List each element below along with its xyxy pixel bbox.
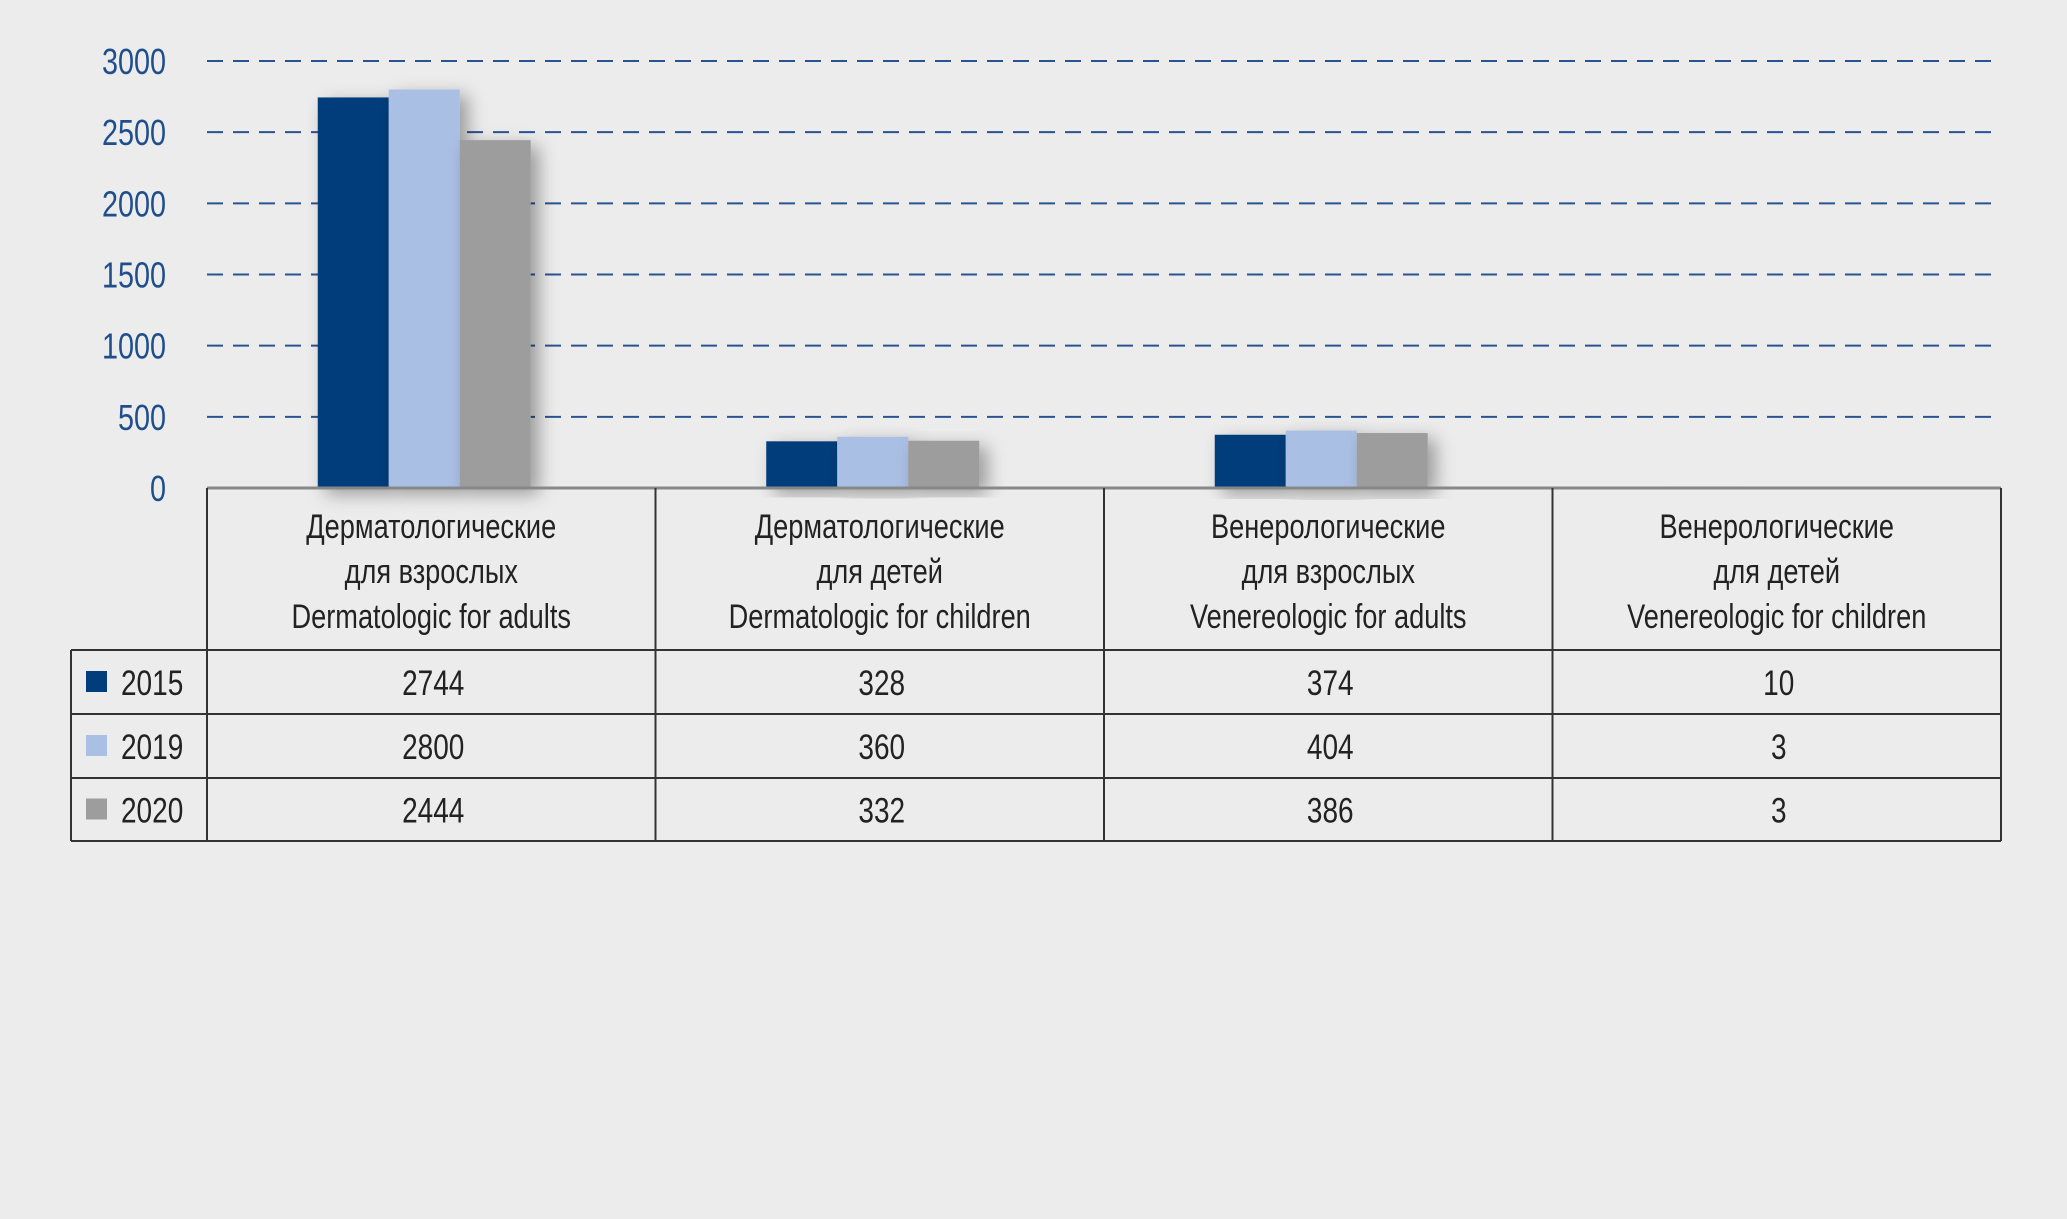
category-label: для детей [816,552,943,591]
bar-2019-1 [837,436,909,488]
table-value: 2444 [402,790,464,830]
legend-label: 2020 [121,790,183,830]
table-value: 374 [1307,663,1354,703]
bar-2020-1 [908,440,980,488]
y-tick-label: 0 [150,468,166,509]
category-label: Дерматологические [755,507,1005,546]
bar-2019-0 [388,89,460,488]
y-tick-label: 500 [118,397,166,438]
table-value: 3 [1771,790,1787,830]
legend-swatch-2019 [86,735,107,756]
table-value: 328 [858,663,905,703]
legend-label: 2015 [121,663,183,703]
legend-swatch-2015 [86,671,107,692]
category-label: Дерматологические [306,507,556,546]
data-table: Дерматологические для взрослых Dermatologi… [70,486,2002,842]
category-label: Dermatologic for children [729,597,1031,636]
y-tick-label: 1500 [102,254,166,295]
y-axis-ticks: 0 500 1000 1500 2000 2500 3000 [102,41,166,509]
y-tick-label: 2000 [102,183,166,224]
table-value: 332 [858,790,905,830]
category-label: для взрослых [345,552,519,591]
bar-2015-2 [1214,434,1286,488]
category-label: Venereologic for children [1627,597,1926,636]
category-label: для детей [1713,552,1840,591]
category-label: для взрослых [1242,552,1416,591]
legend-swatch-2020 [86,798,107,820]
y-tick-label: 1000 [102,326,166,367]
bars [317,89,1877,489]
table-value: 3 [1771,727,1787,767]
table-value: 10 [1763,663,1794,703]
table-value: 404 [1307,727,1354,767]
bar-2015-0 [317,97,389,489]
category-label: Venereologic for adults [1190,597,1467,636]
bar-2020-2 [1356,433,1428,488]
category-label: Венерологические [1211,507,1445,546]
legend-label: 2019 [121,727,183,767]
table-value: 2800 [402,727,464,767]
table-value: 360 [858,727,905,767]
table-value: 386 [1307,790,1354,830]
y-tick-label: 2500 [102,112,166,153]
category-label: Dermatologic for adults [292,597,571,636]
y-tick-label: 3000 [102,41,166,82]
bar-2020-0 [459,140,531,488]
category-label: Венерологические [1660,507,1894,546]
table-value: 2744 [402,663,464,703]
bar-2019-2 [1285,430,1357,488]
bar-2015-1 [766,441,838,488]
